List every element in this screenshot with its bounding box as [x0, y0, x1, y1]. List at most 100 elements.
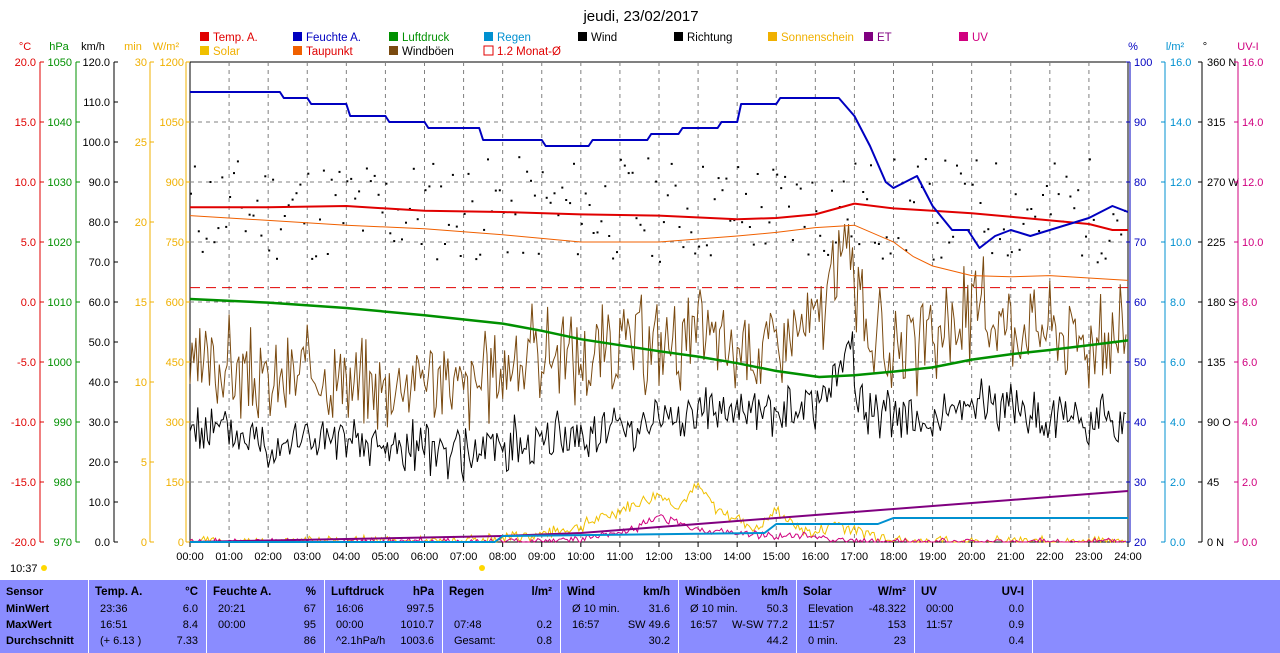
stats-column-unit: hPa — [412, 586, 434, 598]
wind-direction-point — [889, 252, 892, 255]
wind-direction-point — [733, 219, 736, 222]
stats-cell-value: 0.4 — [1008, 635, 1024, 647]
wind-direction-point — [1100, 252, 1103, 255]
wind-direction-point — [647, 157, 650, 160]
wind-direction-point — [451, 173, 454, 176]
wind-direction-point — [811, 181, 814, 184]
wind-direction-point — [885, 236, 888, 239]
left-axis-tick-label: 20.0 — [89, 457, 110, 469]
x-tick-label: 13:00 — [684, 551, 712, 563]
legend-label: Luftdruck — [402, 32, 450, 44]
wind-direction-point — [190, 192, 192, 195]
wind-direction-point — [956, 164, 958, 167]
wind-direction-point — [307, 172, 310, 175]
stats-cell-label: 16:06 — [336, 603, 364, 615]
wind-direction-point — [717, 177, 720, 180]
x-tick-label: 23:00 — [1075, 551, 1103, 563]
right-axis-tick-label: 4.0 — [1170, 417, 1185, 429]
wind-direction-point — [576, 253, 579, 256]
x-tick-label: 18:00 — [880, 551, 908, 563]
wind-direction-point — [795, 183, 798, 186]
stats-column-title: Windböen — [685, 586, 741, 598]
stats-cell-label: 00:00 — [926, 603, 954, 615]
wind-direction-point — [705, 244, 708, 247]
wind-direction-point — [412, 167, 415, 170]
wind-direction-point — [831, 189, 833, 192]
wind-direction-point — [1104, 257, 1107, 260]
right-axis-tick-label: 270 W — [1207, 177, 1239, 189]
wind-direction-point — [1057, 193, 1060, 196]
wind-direction-point — [342, 222, 345, 225]
legend-swatch — [959, 32, 968, 41]
wind-direction-point — [436, 258, 439, 261]
stats-cell-label: 16:57 — [572, 619, 600, 631]
wind-direction-point — [971, 183, 974, 186]
right-axis-tick-label: 360 N — [1207, 57, 1236, 69]
stats-cell-value: 8.4 — [182, 619, 198, 631]
right-axis-unit: ° — [1203, 41, 1207, 53]
wind-direction-point — [494, 189, 497, 192]
left-axis-tick-label: -5.0 — [17, 357, 36, 369]
wind-direction-point — [1092, 218, 1095, 221]
y-axes: 20.015.010.05.00.0-5.0-10.0-15.0-20.0105… — [11, 57, 1264, 549]
right-axis-tick-label: 135 — [1207, 357, 1225, 369]
wind-direction-point — [573, 162, 575, 165]
wind-direction-point — [381, 211, 384, 214]
left-axis-tick-label: 600 — [166, 297, 184, 309]
wind-direction-point — [1010, 251, 1013, 254]
wind-direction-point — [510, 199, 513, 202]
left-axis-tick-label: 30 — [135, 57, 147, 69]
wind-direction-point — [791, 239, 794, 241]
left-axis-tick-label: 970 — [54, 537, 72, 549]
wind-direction-point — [1065, 175, 1068, 178]
right-axis-tick-label: 14.0 — [1170, 117, 1191, 129]
wind-direction-point — [569, 202, 572, 205]
wind-direction-point — [788, 205, 790, 208]
stats-column: Temp. A. °C 23:36 6.0 16:51 8.4 (+ 6.13 ) 7.33 — [88, 580, 207, 653]
x-tick-label: 14:00 — [723, 551, 751, 563]
legend-swatch — [864, 32, 873, 41]
axis-unit-labels: °C hPa km/h min W/m²% l/m² ° UV-I — [19, 41, 1259, 53]
wind-direction-point — [1088, 158, 1091, 161]
left-axis-tick-label: 40.0 — [89, 377, 110, 389]
wind-direction-point — [444, 243, 446, 245]
wind-direction-point — [565, 199, 568, 201]
wind-direction-point — [686, 207, 689, 210]
legend-label: Sonnenschein — [781, 32, 854, 44]
legend-label: Richtung — [687, 32, 732, 44]
left-axis-tick-label: 30.0 — [89, 417, 110, 429]
wind-direction-point — [975, 159, 978, 162]
wind-direction-point — [784, 175, 787, 178]
pressure-line — [189, 297, 1129, 379]
wind-direction-point — [377, 193, 380, 196]
x-tick-label: 03:00 — [293, 551, 321, 563]
stats-cell-value: 50.3 — [766, 603, 788, 615]
stats-cell-value: 44.2 — [766, 635, 788, 647]
wind-direction-point — [260, 234, 263, 237]
x-tick-label: 01:00 — [215, 551, 243, 563]
wind-direction-point — [979, 202, 982, 204]
left-axis-tick-label: 150 — [166, 477, 184, 489]
legend-swatch — [200, 32, 209, 41]
stats-cell-label: 16:51 — [100, 619, 128, 631]
wind-direction-point — [682, 246, 685, 249]
wind-line — [189, 331, 1127, 482]
wind-direction-point — [463, 212, 466, 215]
wind-direction-point — [948, 241, 951, 244]
wind-direction-point — [924, 158, 927, 161]
wind-direction-point — [698, 245, 701, 248]
left-axis-tick-label: 980 — [54, 477, 72, 489]
stats-cell-label: Ø 10 min. — [690, 603, 738, 615]
wind-direction-point — [197, 230, 200, 233]
stats-column: Wind km/h Ø 10 min. 31.6 16:57 SW 49.6 30.2 — [560, 580, 679, 653]
wind-direction-point — [1034, 215, 1037, 218]
wind-direction-point — [221, 176, 224, 179]
wind-direction-point — [674, 184, 677, 187]
stats-column-unit: UV-I — [1001, 586, 1024, 598]
x-tick-label: 11:00 — [607, 551, 634, 563]
wind-direction-point — [893, 158, 896, 161]
legend-label: ET — [877, 32, 892, 44]
wind-direction-point — [588, 204, 591, 206]
wind-direction-point — [1053, 162, 1056, 165]
wind-direction-point — [846, 218, 849, 221]
